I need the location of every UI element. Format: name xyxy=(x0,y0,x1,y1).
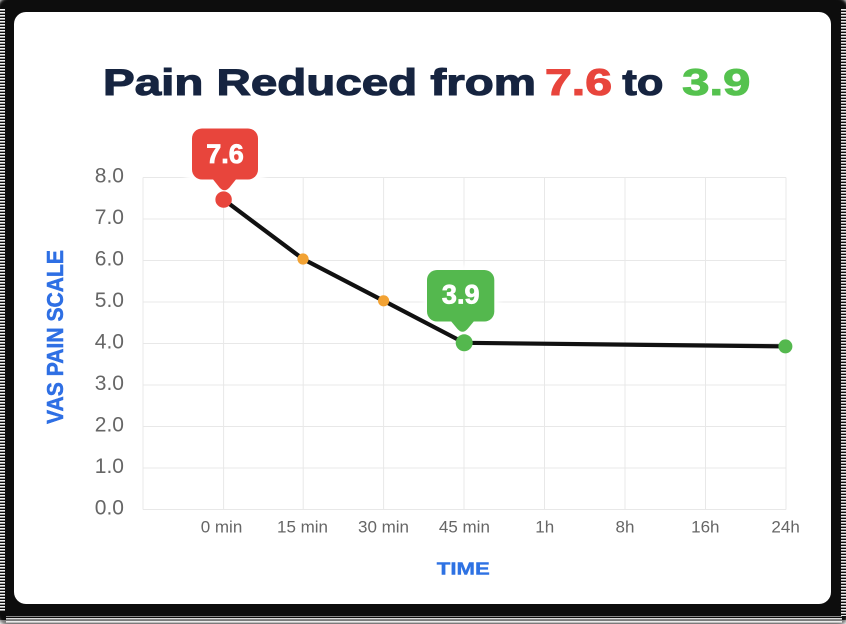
svg-text:8.0: 8.0 xyxy=(95,164,124,187)
svg-text:7.0: 7.0 xyxy=(95,206,124,229)
svg-text:3.9: 3.9 xyxy=(682,62,750,103)
svg-text:3.9: 3.9 xyxy=(442,280,480,310)
svg-text:VAS PAIN SCALE: VAS PAIN SCALE xyxy=(42,250,68,424)
svg-text:7.6: 7.6 xyxy=(545,62,612,103)
svg-text:6.0: 6.0 xyxy=(95,247,124,270)
svg-text:0 min: 0 min xyxy=(201,518,243,537)
svg-text:30 min: 30 min xyxy=(358,518,409,537)
svg-text:Pain Reduced from: Pain Reduced from xyxy=(103,62,536,103)
svg-text:1h: 1h xyxy=(535,518,554,537)
svg-text:15 min: 15 min xyxy=(277,518,328,537)
svg-text:1.0: 1.0 xyxy=(95,455,124,478)
svg-text:8h: 8h xyxy=(616,518,635,537)
svg-text:4.0: 4.0 xyxy=(95,330,124,353)
svg-text:24h: 24h xyxy=(771,518,799,537)
svg-text:45 min: 45 min xyxy=(439,518,490,537)
svg-text:7.6: 7.6 xyxy=(206,139,244,169)
svg-text:3.0: 3.0 xyxy=(95,372,124,395)
svg-text:TIME: TIME xyxy=(437,559,490,579)
svg-text:16h: 16h xyxy=(691,518,719,537)
svg-text:to: to xyxy=(622,62,663,103)
svg-text:0.0: 0.0 xyxy=(95,496,124,519)
svg-text:2.0: 2.0 xyxy=(95,413,124,436)
svg-text:5.0: 5.0 xyxy=(95,289,124,312)
